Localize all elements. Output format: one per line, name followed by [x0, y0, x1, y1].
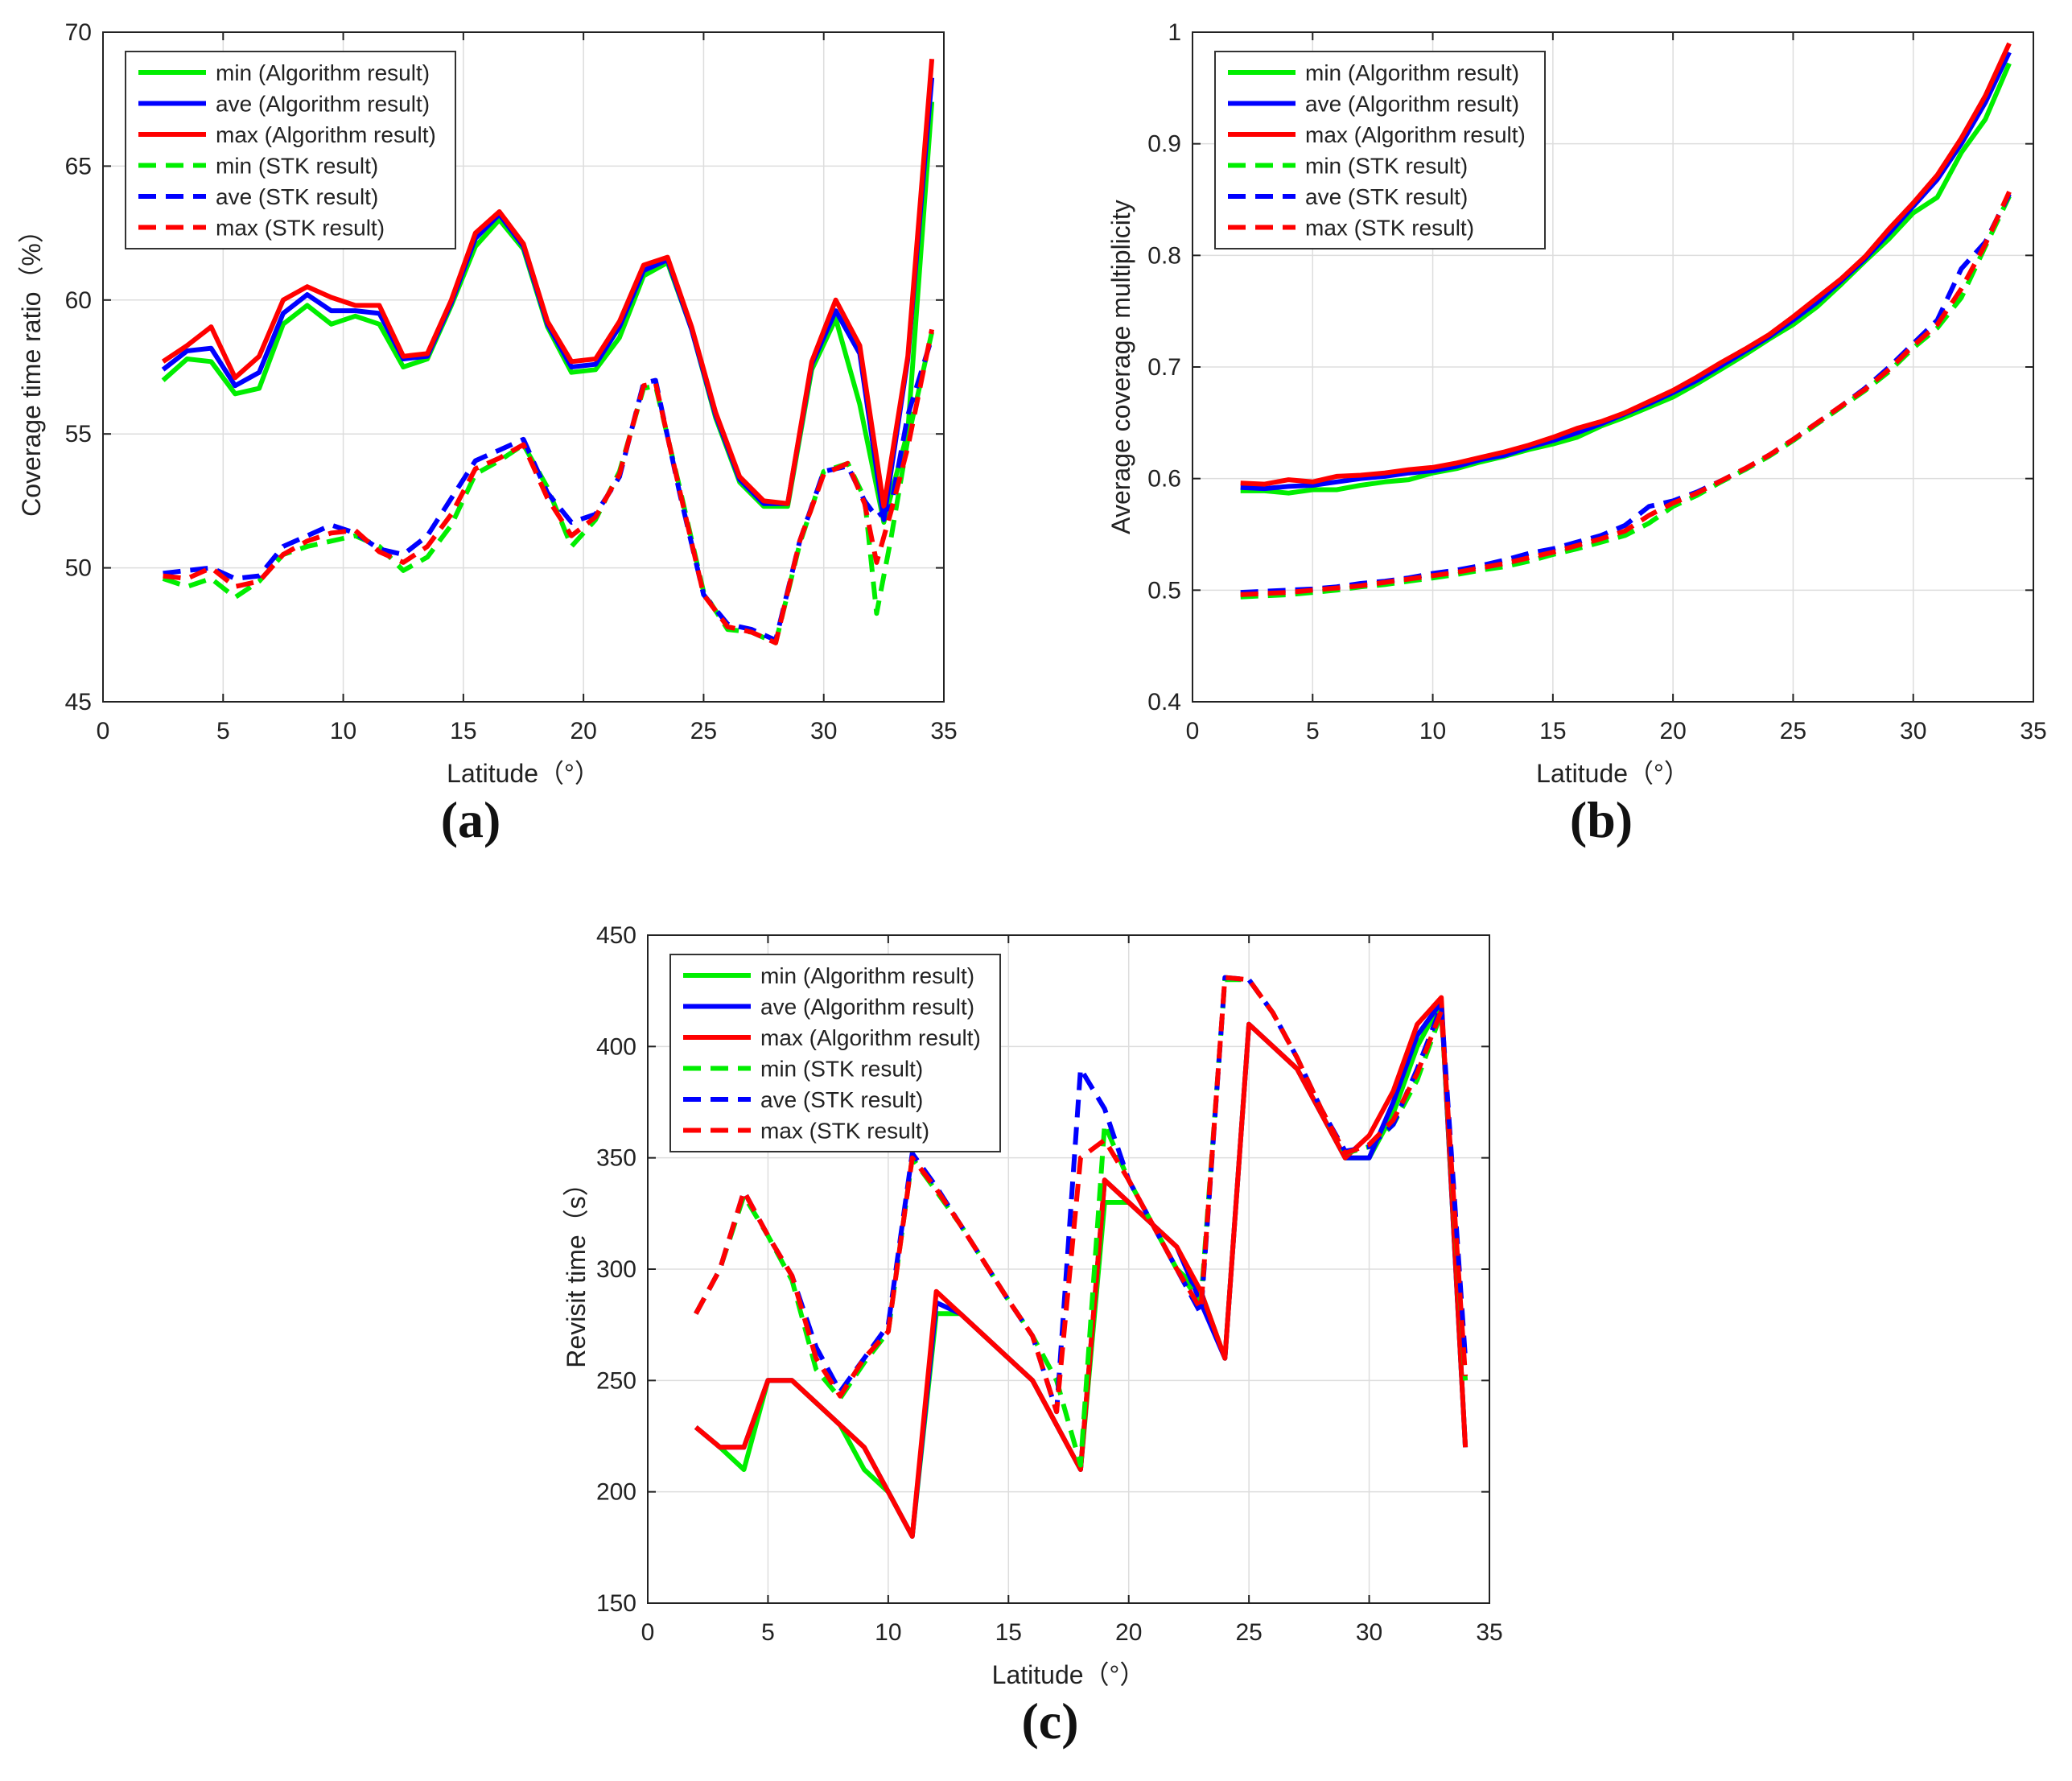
x-tick-label: 5	[1306, 718, 1320, 744]
x-axis-label: Latitude（°）	[992, 1660, 1146, 1689]
x-tick-label: 5	[216, 718, 230, 744]
legend: min (Algorithm result) ave (Algorithm res…	[669, 954, 1001, 1152]
x-tick-label: 30	[1356, 1619, 1382, 1646]
legend-entry-label: min (STK result)	[216, 154, 378, 179]
y-tick-label: 300	[596, 1256, 636, 1283]
y-axis-label: Revisit time（s）	[562, 1170, 591, 1367]
series-group	[161, 59, 935, 645]
x-tick-label: 0	[97, 718, 110, 744]
series-line-max-algorithm	[694, 995, 1469, 1539]
y-tick-label: 450	[596, 922, 636, 949]
series-line-max-stk	[694, 975, 1469, 1415]
x-tick-label: 15	[1539, 718, 1566, 744]
x-tick-label: 35	[930, 718, 957, 744]
y-tick-label: 0.7	[1147, 354, 1181, 381]
y-tick-label: 0.5	[1147, 577, 1181, 604]
legend-entry-label: min (Algorithm result)	[1305, 60, 1519, 85]
y-tick-label: 0.8	[1147, 242, 1181, 269]
legend-box	[669, 954, 1001, 1152]
legend-box	[1214, 51, 1546, 249]
legend-entry-label: max (STK result)	[1305, 216, 1474, 241]
y-tick-label: 1	[1168, 19, 1181, 46]
legend-entry-label: max (STK result)	[760, 1119, 929, 1144]
chart-panel-c: 0 5 10 15 20 25 30 35 150 200 250 300 350 400 450 Latit…	[562, 922, 1503, 1750]
legend-entry-label: ave (STK result)	[760, 1087, 923, 1112]
y-tick-label: 45	[65, 689, 92, 715]
panel-label: (a)	[441, 791, 501, 848]
x-tick-label: 25	[1780, 718, 1806, 744]
y-axis-label: Average coverage multiplicity	[1106, 200, 1135, 534]
y-tick-label: 350	[596, 1145, 636, 1172]
x-tick-label: 10	[1419, 718, 1446, 744]
x-tick-label: 35	[1476, 1619, 1502, 1646]
x-tick-label: 25	[1235, 1619, 1262, 1646]
series-group	[694, 975, 1469, 1539]
series-line-max-algorithm	[161, 59, 935, 509]
legend-entry-label: min (Algorithm result)	[760, 963, 974, 988]
y-tick-label: 0.9	[1147, 131, 1181, 158]
legend-entry-label: max (Algorithm result)	[216, 122, 436, 147]
x-tick-label: 30	[1900, 718, 1926, 744]
legend-entry-label: ave (Algorithm result)	[216, 92, 430, 117]
y-tick-label: 250	[596, 1367, 636, 1394]
x-tick-label: 0	[1186, 718, 1200, 744]
x-tick-label: 30	[810, 718, 837, 744]
x-tick-label: 20	[1115, 1619, 1142, 1646]
y-tick-label: 0.4	[1147, 689, 1181, 715]
chart-panel-b: 0 5 10 15 20 25 30 35 0.4 0.5 0.6 0.7 0.8 0.9 1 Latitud…	[1106, 19, 2047, 848]
legend-entry-label: ave (STK result)	[1305, 184, 1468, 209]
y-tick-label: 60	[65, 287, 92, 314]
axes-frame	[102, 31, 945, 703]
x-tick-label: 20	[570, 718, 596, 744]
legend-entry-label: ave (Algorithm result)	[1305, 92, 1519, 117]
y-tick-label: 65	[65, 153, 92, 179]
y-tick-label: 70	[65, 19, 92, 46]
legend-entry-label: max (Algorithm result)	[1305, 122, 1526, 147]
series-line-max-stk	[1240, 191, 2012, 597]
legend-entry-label: min (STK result)	[1305, 154, 1468, 179]
series-line-ave-stk	[163, 336, 934, 643]
y-tick-label: 200	[596, 1479, 636, 1506]
series-line-max-algorithm	[1240, 42, 2012, 487]
x-axis-label: Latitude（°）	[1536, 759, 1690, 788]
legend-entry-label: min (Algorithm result)	[216, 60, 430, 85]
x-tick-label: 10	[875, 1619, 901, 1646]
y-tick-label: 55	[65, 421, 92, 447]
series-line-min-algorithm	[1240, 62, 2012, 496]
x-axis-label: Latitude（°）	[447, 759, 600, 788]
y-axis-label: Coverage time ratio（%）	[17, 217, 46, 517]
legend: min (Algorithm result) ave (Algorithm res…	[125, 51, 456, 249]
legend-entry-label: min (STK result)	[760, 1057, 923, 1082]
y-tick-label: 400	[596, 1033, 636, 1060]
y-tick-label: 0.6	[1147, 466, 1181, 493]
panel-label: (b)	[1570, 791, 1633, 848]
y-tick-label: 150	[596, 1590, 636, 1617]
x-tick-label: 15	[995, 1619, 1022, 1646]
legend-box	[125, 51, 456, 249]
x-tick-label: 25	[690, 718, 717, 744]
legend-entry-label: ave (STK result)	[216, 184, 378, 209]
x-tick-label: 10	[330, 718, 356, 744]
x-tick-label: 15	[450, 718, 476, 744]
y-tick-label: 50	[65, 555, 92, 582]
chart-panel-a: 0 5 10 15 20 25 30 35 45 50 55 60 65 70 Latitude（°） Cov…	[17, 19, 958, 848]
legend-entry-label: max (STK result)	[216, 216, 385, 241]
x-tick-label: 35	[2020, 718, 2046, 744]
legend-entry-label: max (Algorithm result)	[760, 1025, 981, 1050]
series-group	[1240, 42, 2012, 600]
x-tick-label: 5	[761, 1619, 775, 1646]
x-tick-label: 0	[641, 1619, 655, 1646]
x-tick-label: 20	[1659, 718, 1686, 744]
series-line-max-stk	[163, 328, 935, 645]
legend: min (Algorithm result) ave (Algorithm res…	[1214, 51, 1546, 249]
legend-entry-label: ave (Algorithm result)	[760, 995, 974, 1020]
panel-label: (c)	[1021, 1692, 1078, 1750]
